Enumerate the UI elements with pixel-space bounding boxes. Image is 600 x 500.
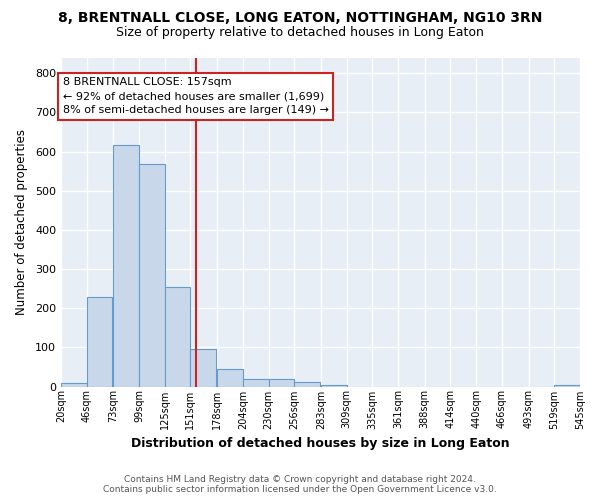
Bar — [217, 370, 243, 386]
Bar — [294, 382, 320, 386]
Bar — [243, 378, 269, 386]
Bar — [139, 164, 165, 386]
Text: 8 BRENTNALL CLOSE: 157sqm
← 92% of detached houses are smaller (1,699)
8% of sem: 8 BRENTNALL CLOSE: 157sqm ← 92% of detac… — [63, 77, 329, 115]
Bar — [269, 378, 294, 386]
Bar — [86, 297, 112, 386]
Bar — [321, 384, 347, 386]
Text: 8, BRENTNALL CLOSE, LONG EATON, NOTTINGHAM, NG10 3RN: 8, BRENTNALL CLOSE, LONG EATON, NOTTINGH… — [58, 11, 542, 25]
Text: Size of property relative to detached houses in Long Eaton: Size of property relative to detached ho… — [116, 26, 484, 39]
Bar — [165, 286, 190, 386]
Bar — [113, 145, 139, 386]
Text: Contains HM Land Registry data © Crown copyright and database right 2024.
Contai: Contains HM Land Registry data © Crown c… — [103, 474, 497, 494]
Y-axis label: Number of detached properties: Number of detached properties — [15, 129, 28, 315]
X-axis label: Distribution of detached houses by size in Long Eaton: Distribution of detached houses by size … — [131, 437, 510, 450]
Bar — [554, 384, 580, 386]
Bar — [61, 382, 86, 386]
Bar — [190, 349, 216, 387]
